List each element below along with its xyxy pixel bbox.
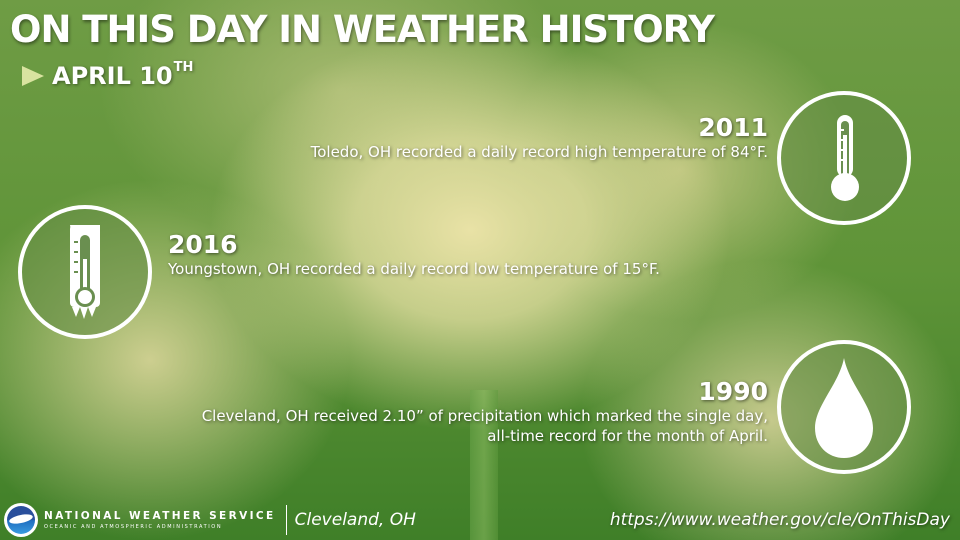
event-description-line1: Cleveland, OH received 2.10” of precipit… bbox=[201, 407, 768, 425]
event-year: 2016 bbox=[168, 230, 238, 259]
event-description: Youngstown, OH recorded a daily record l… bbox=[168, 260, 660, 278]
event-year: 2011 bbox=[698, 113, 768, 142]
office-name: Cleveland, OH bbox=[294, 510, 416, 530]
event-year: 1990 bbox=[698, 377, 768, 406]
raindrop-icon bbox=[777, 340, 911, 474]
date-suffix: TH bbox=[173, 59, 194, 75]
event-1990: 1990 Cleveland, OH received 2.10” of pre… bbox=[68, 378, 768, 446]
event-description: Toledo, OH recorded a daily record high … bbox=[310, 143, 768, 161]
footer-divider bbox=[285, 505, 287, 535]
date-heading: APRIL 10 TH bbox=[22, 59, 194, 90]
agency-subtitle: OCEANIC AND ATMOSPHERIC ADMINISTRATION bbox=[44, 524, 223, 530]
frozen-thermometer-icon bbox=[18, 205, 152, 339]
flower-stem bbox=[470, 390, 498, 540]
event-2016: 2016 Youngstown, OH recorded a daily rec… bbox=[168, 231, 660, 279]
footer-url: https://www.weather.gov/cle/OnThisDay bbox=[609, 510, 950, 530]
date-label: APRIL 10 bbox=[52, 62, 173, 90]
event-2011: 2011 Toledo, OH recorded a daily record … bbox=[311, 114, 768, 162]
nws-wordmark: NATIONAL WEATHER SERVICE OCEANIC AND ATM… bbox=[44, 510, 276, 530]
nws-logo: NATIONAL WEATHER SERVICE OCEANIC AND ATM… bbox=[4, 503, 416, 537]
event-description-line2: all-time record for the month of April. bbox=[487, 427, 768, 445]
noaa-emblem-icon bbox=[4, 503, 38, 537]
thermometer-icon bbox=[777, 91, 911, 225]
agency-name: NATIONAL WEATHER SERVICE bbox=[44, 510, 276, 522]
arrow-right-icon bbox=[22, 66, 44, 86]
page-title: ON THIS DAY IN WEATHER HISTORY bbox=[10, 8, 715, 51]
